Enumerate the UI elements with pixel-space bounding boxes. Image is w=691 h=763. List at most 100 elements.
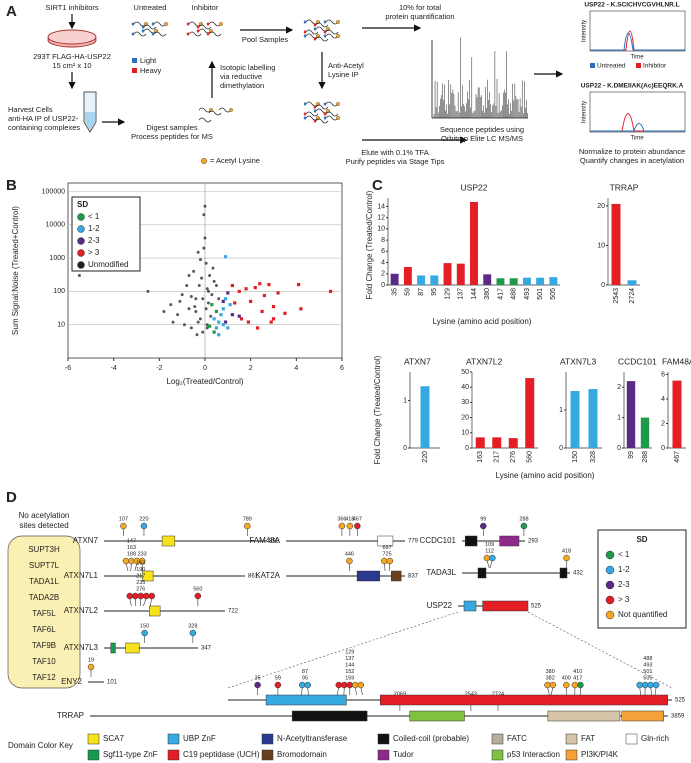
site-label: 188	[127, 551, 136, 557]
point	[230, 313, 234, 317]
y-tick-label: 0	[617, 445, 621, 452]
point	[189, 326, 193, 330]
peptide	[315, 22, 329, 28]
point	[283, 311, 287, 315]
point	[182, 323, 186, 327]
key-title: Domain Color Key	[8, 741, 73, 750]
site-label: 163	[136, 560, 145, 566]
point	[223, 255, 228, 259]
tube-fill	[85, 112, 95, 130]
site-label: 446	[345, 551, 354, 557]
point	[204, 261, 208, 265]
point	[198, 258, 202, 262]
point	[271, 304, 276, 309]
x-tick-label: 417	[497, 288, 504, 300]
key-label: SCA7	[103, 734, 124, 743]
site	[341, 681, 348, 689]
site	[87, 663, 95, 671]
peptide	[198, 107, 212, 113]
point	[260, 309, 264, 314]
site-stem	[384, 562, 386, 572]
site-label: 163	[127, 545, 136, 551]
point	[162, 309, 166, 313]
point	[244, 287, 248, 291]
y-tick-label: 10000	[46, 222, 66, 229]
y-tick-label: 0	[559, 445, 563, 452]
protein-name: ENY2	[61, 677, 82, 686]
x-tick-label: 87	[418, 288, 425, 296]
point	[228, 303, 232, 307]
x-axis-label: Log₂(Treated/Control)	[166, 377, 243, 386]
legend-marker	[77, 261, 85, 269]
key-label: p53 Interaction	[507, 750, 560, 759]
point	[276, 291, 280, 295]
site	[335, 681, 343, 689]
site	[274, 681, 282, 689]
chart-title: ATXN7	[404, 356, 431, 366]
point	[253, 286, 257, 290]
trace-line	[590, 123, 685, 132]
acetyl	[163, 22, 168, 27]
point	[187, 307, 191, 311]
site	[352, 681, 359, 689]
y-tick-label: 10	[377, 226, 385, 233]
y-tick-label: 2	[661, 420, 665, 427]
bar	[640, 417, 650, 448]
site-label: 150	[140, 623, 149, 629]
label-star	[206, 22, 210, 26]
legend-text: = Acetyl Lysine	[210, 156, 260, 165]
x-tick-label: 163	[477, 451, 484, 463]
point	[201, 330, 205, 334]
key-swatch	[167, 749, 180, 761]
site-label: 137	[345, 656, 354, 662]
point	[214, 284, 218, 288]
zoom-line	[227, 611, 459, 689]
protein-name: TRRAP	[57, 711, 84, 720]
label-star	[303, 116, 307, 120]
point	[271, 317, 276, 321]
acetyl	[336, 115, 341, 120]
site	[544, 681, 551, 689]
point	[198, 317, 202, 321]
chart-title: ATXN7L2	[466, 356, 502, 366]
site	[563, 554, 570, 562]
site-label: 276	[136, 586, 145, 592]
site-label: 220	[139, 516, 148, 522]
domain	[463, 600, 477, 612]
domain	[621, 710, 664, 722]
box-title: sites detected	[19, 521, 68, 530]
site	[577, 681, 584, 689]
x-tick-label: 217	[494, 451, 501, 463]
step-text: Sequence peptides using	[440, 125, 524, 134]
x-tick-label: 6	[340, 365, 344, 372]
axis-label: Intensity	[582, 20, 588, 42]
bar	[570, 391, 580, 448]
point	[180, 293, 184, 297]
label-star	[323, 34, 327, 38]
site	[483, 554, 491, 562]
site	[298, 681, 306, 689]
peptide	[325, 115, 339, 121]
y-tick-label: 20	[461, 414, 469, 421]
point	[193, 305, 197, 309]
point	[212, 317, 216, 321]
label-star	[131, 32, 135, 36]
site	[141, 629, 148, 637]
protein-name: TAF6L	[32, 625, 56, 634]
site	[346, 522, 354, 530]
legend-marker	[605, 565, 615, 575]
site-label: 288	[519, 516, 528, 522]
y-tick-label: 1	[403, 397, 407, 404]
point	[195, 333, 199, 337]
y-tick-label: 2	[381, 271, 385, 278]
panel-label: B	[6, 177, 17, 194]
site-stem	[360, 686, 363, 696]
y-tick-label: 50	[461, 369, 469, 376]
point	[196, 250, 200, 254]
label-star	[323, 20, 327, 24]
bar	[626, 381, 636, 448]
peptide	[133, 21, 147, 27]
label-star	[323, 30, 327, 34]
site-stem	[388, 562, 391, 572]
point	[239, 317, 244, 321]
